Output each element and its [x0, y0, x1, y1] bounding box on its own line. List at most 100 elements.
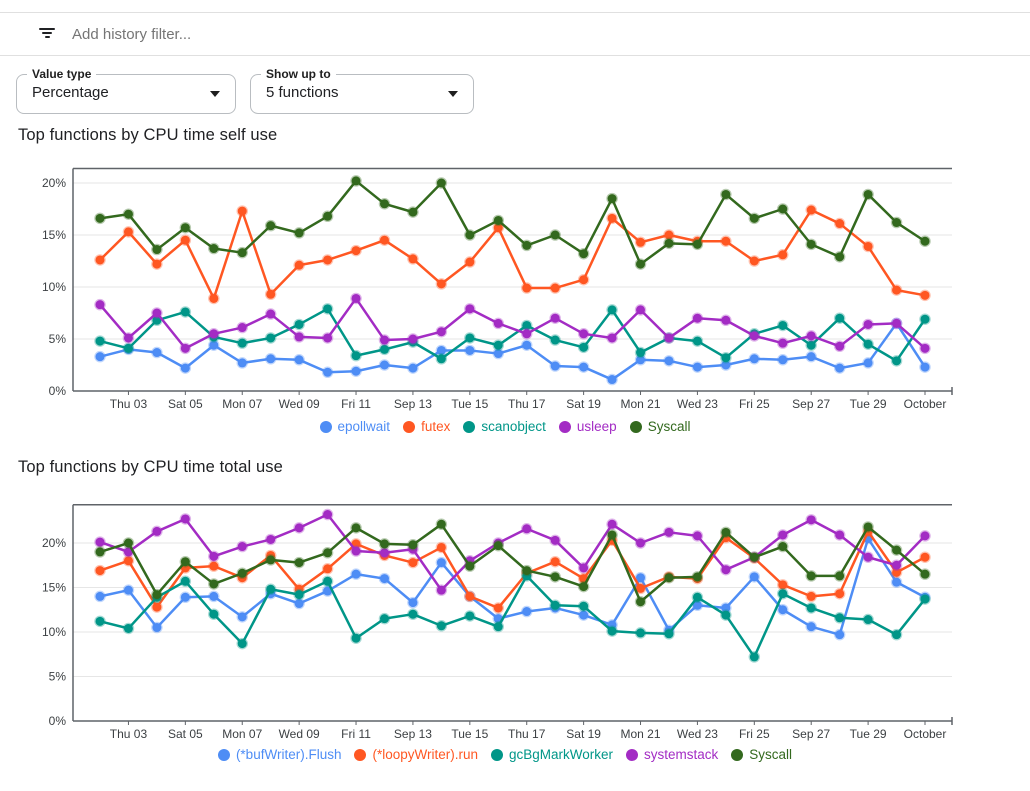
svg-text:Sep 27: Sep 27 [792, 397, 830, 411]
svg-text:Tue 29: Tue 29 [850, 397, 887, 411]
svg-text:Sep 13: Sep 13 [394, 397, 432, 411]
legend-item-epollwait: epollwait [319, 419, 391, 434]
series-(*bufWriter).Flush [94, 532, 931, 641]
x-axis-labels: Thu 03 Sat 05 Mon 07 Wed 09 Fri 11 Sep 13 Tue … [110, 391, 947, 411]
svg-text:20%: 20% [42, 176, 66, 190]
svg-text:Sep 27: Sep 27 [792, 727, 830, 741]
svg-text:Mon 07: Mon 07 [222, 397, 262, 411]
legend-label: Syscall [749, 747, 793, 762]
svg-text:Tue 15: Tue 15 [451, 727, 488, 741]
filter-list-icon [38, 26, 56, 40]
svg-text:5%: 5% [49, 670, 67, 684]
cpu-total-use-legend: (*bufWriter).Flush (*loopyWriter).run gcBg… [0, 747, 1010, 762]
legend-label: (*loopyWriter).run [372, 747, 478, 762]
svg-text:Sat 19: Sat 19 [566, 397, 601, 411]
svg-text:Fri 11: Fri 11 [341, 397, 371, 411]
svg-text:0%: 0% [49, 384, 67, 398]
svg-text:20%: 20% [42, 536, 66, 550]
svg-text:October: October [904, 397, 947, 411]
legend-dot [354, 748, 367, 761]
svg-text:October: October [904, 727, 947, 741]
svg-text:15%: 15% [42, 581, 66, 595]
svg-text:Tue 15: Tue 15 [451, 397, 488, 411]
y-gridlines [73, 182, 952, 340]
legend-label: epollwait [337, 419, 391, 434]
svg-text:Fri 11: Fri 11 [341, 727, 371, 741]
svg-text:Mon 07: Mon 07 [222, 727, 262, 741]
show-up-to-value: 5 functions [266, 84, 339, 101]
x-axis-labels: Thu 03 Sat 05 Mon 07 Wed 09 Fri 11 Sep 13 Tue … [110, 721, 947, 741]
legend-label: usleep [576, 419, 617, 434]
show-up-to-label: Show up to [261, 67, 336, 81]
legend-dot [629, 420, 642, 433]
history-filter-bar[interactable] [0, 13, 1030, 55]
legend-label: futex [421, 419, 451, 434]
svg-text:Thu 03: Thu 03 [110, 397, 148, 411]
series-Syscall [94, 175, 931, 270]
legend-item-(*loopyWriter).run: (*loopyWriter).run [354, 747, 478, 762]
legend-dot [217, 748, 230, 761]
svg-text:Wed 23: Wed 23 [677, 397, 718, 411]
chart-title-total-use: Top functions by CPU time total use [18, 458, 283, 476]
dropdown-arrow-icon [210, 91, 220, 97]
svg-text:Sat 19: Sat 19 [566, 727, 601, 741]
svg-text:Thu 03: Thu 03 [110, 727, 148, 741]
legend-item-Syscall: Syscall [629, 419, 691, 434]
svg-text:0%: 0% [49, 714, 67, 728]
svg-text:Wed 09: Wed 09 [279, 727, 320, 741]
y-gridlines [73, 542, 952, 677]
history-filter-input[interactable] [70, 19, 674, 49]
legend-item-scanobject: scanobject [463, 419, 546, 434]
svg-text:Sat 05: Sat 05 [168, 727, 203, 741]
divider [0, 55, 1030, 56]
legend-dot [491, 748, 503, 761]
legend-item-futex: futex [403, 419, 450, 434]
svg-text:15%: 15% [42, 228, 66, 242]
legend-dot [731, 748, 744, 761]
svg-text:Fri 25: Fri 25 [739, 727, 770, 741]
legend-label: Syscall [647, 419, 691, 434]
legend-label: (*bufWriter).Flush [235, 747, 342, 762]
svg-text:Wed 09: Wed 09 [279, 397, 320, 411]
series-gcBgMarkWorker [94, 570, 931, 663]
svg-text:Mon 21: Mon 21 [621, 397, 661, 411]
svg-text:10%: 10% [42, 280, 66, 294]
axis-frame [72, 503, 953, 725]
series-scanobject [94, 303, 931, 367]
value-type-label: Value type [27, 67, 97, 81]
legend-label: gcBgMarkWorker [509, 747, 614, 762]
svg-text:Sep 13: Sep 13 [394, 727, 432, 741]
y-axis-labels: 0% 5% 10% 15% 20% [42, 536, 66, 728]
svg-text:Mon 21: Mon 21 [621, 727, 661, 741]
svg-text:Thu 17: Thu 17 [508, 397, 546, 411]
axis-frame [72, 167, 953, 395]
legend-label: scanobject [481, 419, 546, 434]
cpu-self-use-legend: epollwait futex scanobject usleep Syscall [0, 419, 1010, 434]
legend-dot [626, 748, 639, 761]
svg-text:Fri 25: Fri 25 [739, 397, 770, 411]
y-axis-labels: 0% 5% 10% 15% 20% [42, 176, 66, 398]
cpu-self-use-chart[interactable]: 0% 5% 10% 15% 20% Thu 03 Sat 05 Mon 07 Wed 09 Fri… [0, 160, 1010, 416]
legend-dot [558, 420, 571, 433]
legend-item-systemstack: systemstack [626, 747, 718, 762]
svg-text:5%: 5% [49, 332, 67, 346]
value-type-select[interactable]: Value type Percentage [16, 67, 236, 114]
legend-dot [319, 420, 332, 433]
legend-item-usleep: usleep [558, 419, 617, 434]
chart-title-self-use: Top functions by CPU time self use [18, 126, 278, 144]
series-futex [94, 204, 931, 305]
legend-item-Syscall: Syscall [731, 747, 792, 762]
series-systemstack [94, 508, 931, 596]
dropdown-arrow-icon [448, 91, 458, 97]
series-Syscall [94, 518, 931, 608]
value-type-value: Percentage [32, 84, 109, 101]
divider [0, 12, 1030, 13]
show-up-to-select[interactable]: Show up to 5 functions [250, 67, 474, 114]
svg-text:Thu 17: Thu 17 [508, 727, 546, 741]
legend-item-(*bufWriter).Flush: (*bufWriter).Flush [217, 747, 342, 762]
legend-label: systemstack [644, 747, 719, 762]
series-usleep [94, 292, 931, 355]
cpu-total-use-chart[interactable]: 0% 5% 10% 15% 20% Thu 03 Sat 05 Mon 07 Wed 09 Fri… [0, 490, 1010, 746]
legend-dot [403, 420, 416, 433]
